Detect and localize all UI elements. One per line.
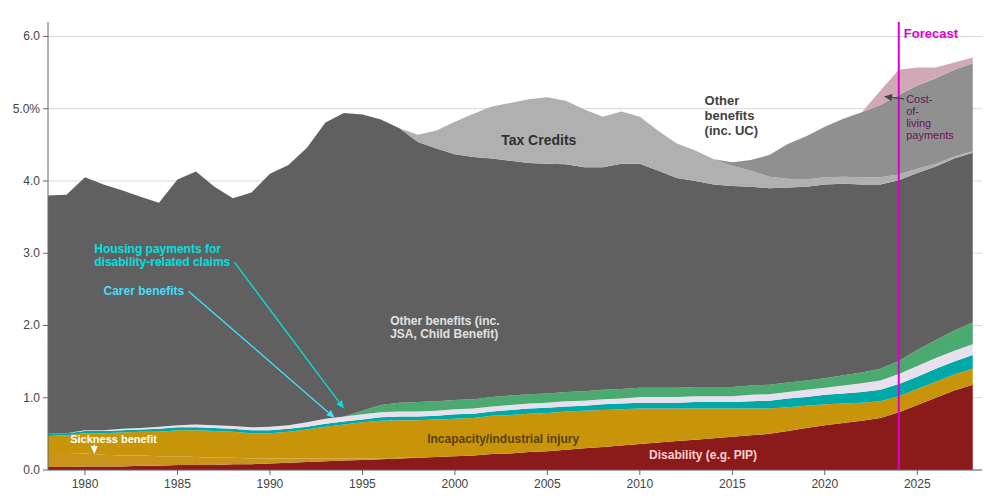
y-axis-line [48, 22, 49, 470]
y-tick-label: 3.0 [23, 246, 40, 260]
y-tick [43, 470, 48, 471]
annotation-arrowhead [91, 446, 98, 454]
y-tick [43, 36, 48, 37]
annotation-arrow [235, 262, 340, 402]
annotation-line: Cost- [906, 93, 933, 105]
annotation: Otherbenefits(inc. UC) [705, 93, 758, 138]
annotation-arrow [94, 445, 95, 446]
x-tick [547, 470, 548, 475]
y-tick-label: 5.0% [13, 102, 41, 116]
x-tick [269, 470, 270, 475]
y-tick-label: 0.0 [23, 463, 40, 477]
annotation: Housing payments fordisability-related c… [94, 242, 230, 269]
grid [48, 36, 982, 470]
x-tick [362, 470, 363, 475]
annotation-arrow [189, 291, 329, 413]
x-tick [824, 470, 825, 475]
y-tick-label: 2.0 [23, 318, 40, 332]
annotation-line: (inc. UC) [705, 123, 758, 138]
area [48, 63, 973, 202]
annotation-line: Housing payments for [94, 242, 221, 256]
y-tick [43, 180, 48, 181]
annotation-arrowhead [326, 410, 334, 418]
annotation: Tax Credits [501, 132, 576, 148]
y-tick-label: 6.0 [23, 29, 40, 43]
annotation: Incapacity/industrial injury [427, 432, 579, 446]
x-axis-line [48, 470, 982, 471]
y-tick [43, 325, 48, 326]
annotation-line: disability-related claims [94, 255, 230, 269]
annotation: Disability (e.g. PIP) [649, 448, 757, 462]
x-tick [177, 470, 178, 475]
x-tick-label: 1990 [257, 477, 284, 491]
y-tick [43, 253, 48, 254]
annotation-line: Other [705, 93, 740, 108]
y-tick [43, 397, 48, 398]
axes: 1980 1985 1990 1995 2000 2005 2010 2015 2020 2025… [13, 22, 982, 491]
annotation-line: Other benefits (inc. [390, 314, 499, 328]
x-tick-label: 1985 [164, 477, 191, 491]
annotation-line: Sickness benefit [70, 433, 157, 445]
x-tick [639, 470, 640, 475]
annotation: Cost-of-livingpayments [906, 93, 954, 141]
annotations: Sickness benefit Incapacity/industrial in… [70, 93, 954, 462]
areas [48, 57, 973, 470]
x-tick-label: 1980 [72, 477, 99, 491]
annotation-line: Disability (e.g. PIP) [649, 448, 757, 462]
x-tick-label: 2005 [534, 477, 561, 491]
x-tick-label: 2025 [904, 477, 931, 491]
annotation: Carer benefits [103, 284, 184, 298]
y-tick-label: 1.0 [23, 391, 40, 405]
vlines: Forecast [899, 22, 959, 470]
x-tick-label: 2020 [811, 477, 838, 491]
x-tick-label: 1995 [349, 477, 376, 491]
x-tick [454, 470, 455, 475]
annotation-line: of- [906, 105, 919, 117]
y-tick [43, 108, 48, 109]
x-tick [84, 470, 85, 475]
grid-line [48, 470, 982, 471]
annotation-arrow [892, 97, 904, 99]
annotation-line: Incapacity/industrial injury [427, 432, 579, 446]
x-tick-label: 2000 [442, 477, 469, 491]
annotation-line: payments [906, 129, 954, 141]
annotation-arrowhead [336, 400, 344, 409]
x-tick [732, 470, 733, 475]
annotation: Other benefits (inc.JSA, Child Benefit) [390, 314, 499, 341]
grid-line [48, 36, 982, 37]
forecast-line [898, 22, 900, 470]
annotation-line: living [906, 117, 931, 129]
chart: 1980 1985 1990 1995 2000 2005 2010 2015 2020 2025… [0, 0, 1000, 500]
annotation-line: Carer benefits [103, 284, 184, 298]
annotation-line: Tax Credits [501, 132, 576, 148]
x-tick [917, 470, 918, 475]
x-tick-label: 2010 [626, 477, 653, 491]
annotation-line: JSA, Child Benefit) [390, 327, 498, 341]
annotation-arrowhead [884, 94, 892, 101]
annotation: Sickness benefit [70, 433, 157, 445]
y-tick-label: 4.0 [23, 174, 40, 188]
annotation-line: benefits [705, 108, 755, 123]
x-tick-label: 2015 [719, 477, 746, 491]
forecast-label: Forecast [904, 26, 959, 41]
area [48, 57, 973, 202]
